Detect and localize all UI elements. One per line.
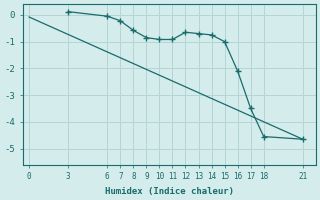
X-axis label: Humidex (Indice chaleur): Humidex (Indice chaleur) [105,187,234,196]
